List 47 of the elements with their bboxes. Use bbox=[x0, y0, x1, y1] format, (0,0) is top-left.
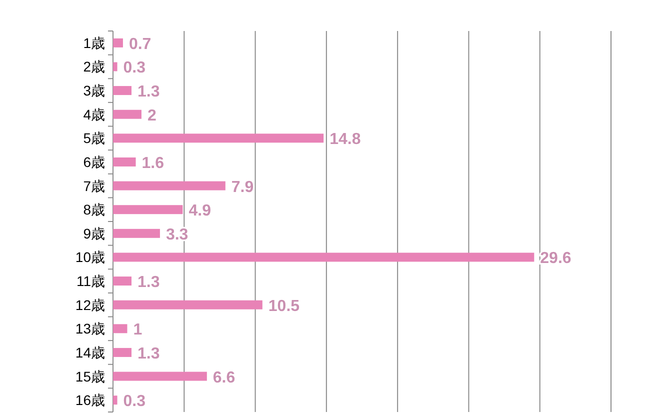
bar bbox=[113, 396, 118, 405]
y-tick-label: 6歳 bbox=[83, 154, 105, 170]
y-tick-label: 12歳 bbox=[75, 296, 105, 313]
data-label: 1 bbox=[133, 322, 142, 339]
y-tick-label: 15歳 bbox=[75, 368, 105, 384]
data-label: 0.7 bbox=[128, 36, 152, 53]
data-label: 29.6 bbox=[540, 250, 572, 268]
bar bbox=[113, 134, 324, 143]
bar bbox=[113, 228, 160, 238]
data-label: 10.5 bbox=[268, 298, 300, 315]
data-label: 7.9 bbox=[231, 178, 254, 196]
data-label: 4.9 bbox=[188, 202, 212, 220]
y-tick-label: 4歳 bbox=[83, 106, 105, 122]
y-tick-label: 3歳 bbox=[83, 82, 105, 99]
y-tick-label: 14歳 bbox=[75, 344, 105, 360]
data-label: 14.8 bbox=[330, 131, 361, 148]
bar bbox=[113, 252, 534, 262]
y-tick-label: 9歳 bbox=[83, 225, 105, 242]
bar bbox=[113, 181, 226, 190]
bar bbox=[113, 348, 132, 357]
y-tick-label: 1歳 bbox=[83, 34, 105, 51]
bar bbox=[113, 62, 118, 72]
data-label: 2 bbox=[147, 107, 156, 124]
bar bbox=[113, 110, 142, 119]
bar bbox=[113, 324, 128, 334]
data-label: 1.6 bbox=[142, 154, 164, 172]
y-tick-label: 11歳 bbox=[76, 273, 105, 290]
y-tick-label: 16歳 bbox=[75, 392, 105, 408]
data-label: 1.3 bbox=[137, 84, 160, 101]
data-label: 1.3 bbox=[137, 274, 160, 292]
bar bbox=[113, 86, 132, 96]
y-tick-label: 5歳 bbox=[83, 130, 105, 146]
data-label: 0.3 bbox=[123, 60, 146, 77]
y-tick-label: 8歳 bbox=[83, 202, 105, 218]
bar bbox=[113, 276, 132, 286]
bar bbox=[113, 372, 207, 381]
data-label: 6.6 bbox=[212, 369, 236, 386]
bar bbox=[113, 300, 262, 310]
y-tick-label: 10歳 bbox=[75, 249, 105, 266]
y-tick-label: 7歳 bbox=[83, 178, 105, 194]
bar bbox=[113, 205, 183, 214]
y-tick-label: 13歳 bbox=[75, 320, 105, 337]
data-label: 1.3 bbox=[137, 345, 160, 362]
bar bbox=[113, 157, 136, 166]
y-tick-label: 2歳 bbox=[83, 58, 105, 75]
bar bbox=[113, 38, 123, 48]
data-label: 0.3 bbox=[123, 393, 146, 410]
